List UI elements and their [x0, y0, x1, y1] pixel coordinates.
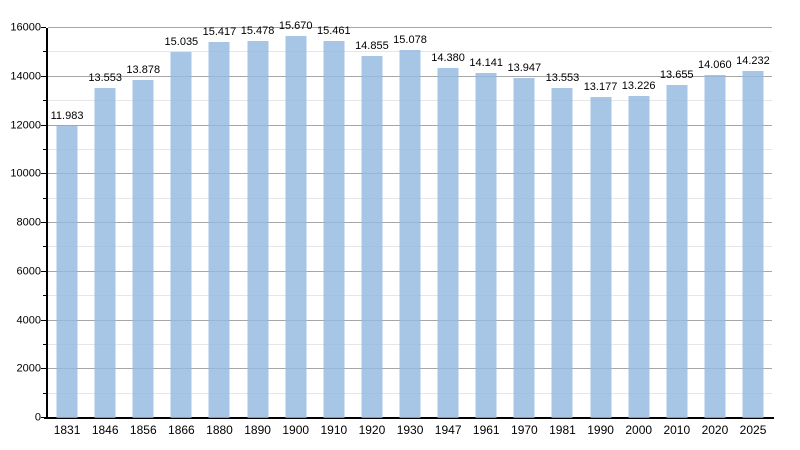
- x-tick-label: 1900: [282, 423, 310, 437]
- y-axis-tick: [41, 417, 46, 418]
- bar-value-label: 14.380: [431, 51, 465, 64]
- bar-1970: [513, 78, 535, 418]
- y-axis-tick: [43, 148, 46, 150]
- plot-area: 11.983 13.553 13.878 15.035 15.417 15.478 15.6…: [41, 21, 772, 418]
- y-tick-label: 10000: [10, 167, 41, 180]
- y-axis-tick: [43, 343, 46, 345]
- bar-value-label: 14.855: [355, 39, 389, 52]
- y-tick-label: 4000: [16, 314, 41, 326]
- bar-1920: [361, 55, 383, 418]
- x-tick-label: 2010: [663, 423, 691, 437]
- x-tick-label: 1856: [129, 423, 157, 437]
- y-tick-label: 16000: [10, 21, 41, 34]
- y-axis-tick: [41, 319, 46, 321]
- y-axis-tick: [41, 368, 46, 370]
- bar-1981: [551, 87, 573, 418]
- y-axis-tick: [43, 392, 46, 394]
- y-axis-tick: [43, 197, 46, 199]
- bar-value-label: 13.553: [88, 71, 122, 84]
- bar-2000: [628, 95, 650, 418]
- y-tick-label: 6000: [16, 265, 41, 278]
- bar-1930: [399, 50, 421, 418]
- y-axis-tick: [43, 51, 46, 53]
- bar-value-label: 13.947: [507, 62, 542, 75]
- x-tick-label: 1880: [206, 423, 233, 437]
- bar-value-label: 13.177: [583, 80, 618, 93]
- x-tick-label: 1970: [511, 423, 538, 437]
- x-tick-label: 1947: [434, 423, 462, 437]
- x-tick-label: 1981: [549, 423, 576, 437]
- x-tick-label: 2000: [625, 423, 653, 437]
- bar-1947: [437, 67, 459, 418]
- y-axis-tick: [41, 173, 46, 175]
- y-tick-label: 14000: [10, 70, 41, 83]
- bar-1990: [590, 96, 612, 418]
- y-axis-labels: 0 2000 4000 6000 8000 10000 12000 14000 16000: [0, 22, 41, 423]
- y-axis-tick: [43, 295, 46, 297]
- x-tick-label: 1831: [53, 423, 81, 437]
- bar-value-label: 15.670: [278, 20, 313, 33]
- x-tick-label: 1961: [472, 423, 500, 437]
- x-tick-label: 1920: [358, 423, 386, 437]
- y-axis-tick: [43, 246, 46, 248]
- y-tick-label: 0: [34, 411, 41, 424]
- y-axis-tick: [41, 124, 46, 126]
- bar-value-label: 15.078: [393, 34, 427, 47]
- bar-value-label: 15.478: [240, 24, 275, 37]
- x-tick-label: 1990: [587, 423, 614, 437]
- bar-value-label: 13.553: [545, 71, 580, 84]
- bar-1880: [208, 42, 230, 418]
- bar-value-label: 13.878: [126, 63, 161, 76]
- y-tick-label: 12000: [10, 119, 41, 131]
- bar-1890: [247, 40, 269, 418]
- x-tick-label: 1866: [168, 423, 195, 437]
- bar-value-label: 15.417: [202, 26, 237, 39]
- bar-2025: [742, 71, 764, 418]
- bar-1831: [56, 125, 78, 418]
- y-tick-label: 2000: [16, 362, 41, 375]
- bar-1910: [323, 41, 345, 418]
- bar-2010: [666, 85, 688, 418]
- x-axis-line: [44, 417, 774, 419]
- x-tick-label: 1846: [91, 423, 119, 437]
- bar-1846: [94, 87, 116, 418]
- bar-value-label: 14.060: [698, 59, 732, 72]
- bar-value-label: 14.232: [736, 55, 770, 68]
- bar-1900: [285, 36, 307, 418]
- bar-value-label: 13.226: [621, 79, 656, 92]
- bar-value-label: 14.141: [469, 57, 504, 70]
- x-tick-label: 2020: [701, 423, 729, 437]
- bar-value-label: 15.461: [316, 25, 351, 38]
- bar-1961: [475, 73, 497, 418]
- y-axis-tick: [41, 75, 46, 77]
- x-tick-label: 1930: [396, 423, 424, 437]
- bar-value-label: 11.983: [50, 109, 84, 122]
- bar-value-label: 13.655: [659, 69, 694, 82]
- y-axis-tick: [41, 270, 46, 272]
- bar-1866: [170, 51, 192, 418]
- bar-value-label: 15.035: [164, 35, 199, 48]
- x-axis-labels: 1831 1846 1856 1866 1880 1890 1900 1910 1920 1930…: [48, 423, 772, 437]
- y-axis-tick: [41, 222, 46, 223]
- major-gridline: [48, 27, 772, 28]
- bar-1856: [132, 79, 154, 418]
- y-tick-label: 8000: [16, 216, 41, 229]
- y-axis-tick: [43, 100, 46, 102]
- y-axis-line: [46, 28, 48, 418]
- y-axis-tick: [41, 27, 46, 28]
- bar-2020: [704, 75, 726, 418]
- x-tick-label: 2025: [739, 423, 767, 437]
- x-tick-label: 1890: [244, 423, 271, 437]
- x-tick-label: 1910: [320, 423, 348, 437]
